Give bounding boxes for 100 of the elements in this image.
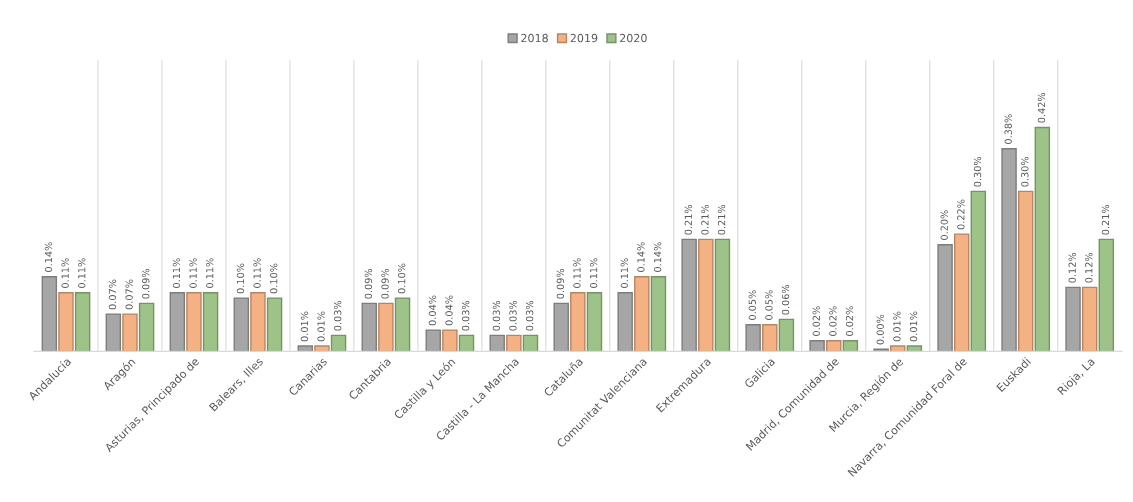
bar: [681, 238, 697, 352]
bar: [138, 302, 155, 352]
data-label: 0.10%: [270, 263, 278, 294]
bar: [442, 329, 458, 352]
bar: [937, 244, 953, 352]
data-label: 0.14%: [637, 242, 645, 272]
bar: [714, 238, 731, 352]
bar: [122, 313, 138, 352]
bar: [762, 324, 778, 352]
data-label: 0.12%: [1068, 252, 1076, 283]
bar: [1065, 286, 1081, 352]
data-label: 0.21%: [701, 204, 709, 235]
bar: [233, 297, 250, 352]
legend-label: 2019: [570, 33, 598, 43]
data-label: 0.05%: [765, 290, 773, 320]
bar: [970, 190, 987, 352]
bar: [522, 334, 539, 352]
bar: [202, 292, 219, 352]
data-label: 0.11%: [189, 258, 197, 288]
bar: [890, 345, 906, 352]
data-label: 0.07%: [108, 279, 117, 310]
data-label: 0.21%: [717, 204, 726, 235]
data-label: 0.03%: [461, 300, 470, 331]
bar: [826, 340, 842, 352]
bar: [745, 324, 761, 352]
data-label: 0.03%: [334, 300, 342, 331]
data-label: 0.02%: [812, 306, 820, 336]
bar: [314, 345, 330, 352]
bar: [105, 313, 122, 352]
data-label: 0.11%: [253, 258, 261, 288]
data-label: 0.00%: [876, 314, 884, 345]
bar: [489, 334, 505, 352]
legend-label: 2018: [521, 33, 548, 43]
bar: [186, 292, 202, 352]
data-label: 0.03%: [492, 300, 501, 331]
bar: [842, 340, 859, 352]
data-label: 0.01%: [893, 311, 901, 342]
data-label: 0.01%: [300, 311, 309, 342]
legend-label: 2020: [620, 33, 647, 43]
data-label: 0.11%: [206, 258, 214, 288]
data-label: 0.14%: [653, 242, 662, 272]
bar: [586, 292, 603, 352]
bar: [570, 292, 586, 352]
data-label: 0.20%: [940, 210, 948, 240]
data-label: 0.02%: [845, 306, 854, 336]
data-label: 0.06%: [781, 284, 790, 315]
data-label: 0.09%: [381, 268, 389, 299]
bar: [506, 334, 522, 352]
bar: [458, 334, 475, 352]
bar: [1017, 190, 1034, 352]
bar: [906, 345, 923, 352]
data-label: 0.09%: [556, 268, 565, 299]
bar: [297, 345, 314, 352]
bar: [58, 292, 74, 352]
data-label: 0.42%: [1037, 92, 1046, 123]
bar: [553, 302, 569, 352]
data-label: 0.21%: [684, 204, 692, 235]
data-label: 0.09%: [142, 268, 150, 299]
bar: [1098, 238, 1115, 352]
bar: [330, 334, 347, 352]
data-label: 0.04%: [428, 295, 437, 326]
data-label: 0.11%: [573, 258, 581, 288]
data-label: 0.03%: [509, 300, 517, 331]
bar: [361, 302, 377, 352]
data-label: 0.38%: [1004, 114, 1012, 144]
data-label: 0.30%: [973, 156, 982, 187]
bar: [617, 292, 633, 352]
data-label: 0.21%: [1101, 204, 1110, 235]
bar: [650, 276, 667, 352]
data-label: 0.01%: [317, 311, 325, 342]
bar: [1034, 126, 1051, 352]
bar: [250, 292, 266, 352]
data-label: 0.12%: [1085, 252, 1093, 283]
bar: [809, 340, 825, 352]
bar: [1081, 286, 1098, 352]
data-label: 0.02%: [829, 306, 837, 336]
data-label: 0.05%: [748, 290, 756, 320]
data-label: 0.01%: [909, 311, 918, 342]
bar: [953, 233, 970, 352]
data-label: 0.03%: [525, 300, 534, 331]
data-label: 0.10%: [236, 263, 245, 294]
data-label: 0.30%: [1021, 156, 1029, 187]
bar: [394, 297, 411, 352]
data-label: 0.11%: [620, 258, 628, 288]
data-label: 0.22%: [957, 199, 965, 230]
bar: [266, 297, 283, 352]
bar: [169, 292, 186, 352]
bar: [698, 238, 714, 352]
data-label: 0.04%: [445, 295, 453, 326]
bar: [378, 302, 394, 352]
bar: [425, 329, 441, 352]
data-label: 0.14%: [44, 242, 53, 272]
data-label: 0.11%: [78, 258, 86, 288]
bar: [778, 318, 795, 352]
bar: [1001, 148, 1017, 352]
data-label: 0.07%: [125, 279, 133, 310]
data-label: 0.11%: [589, 258, 598, 288]
data-label: 0.10%: [397, 263, 406, 294]
data-label: 0.09%: [364, 268, 373, 299]
data-label: 0.11%: [172, 258, 181, 288]
